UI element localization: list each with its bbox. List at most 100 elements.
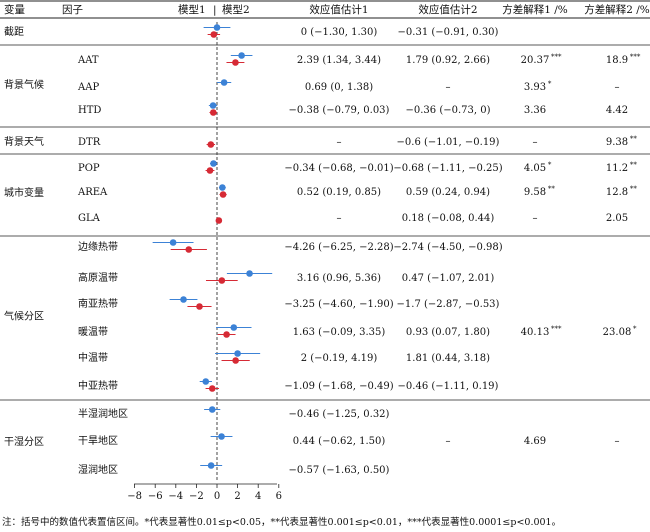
group-label: 背景天气	[4, 135, 44, 148]
model2-point	[218, 433, 225, 440]
header-variable: 变量	[4, 3, 25, 16]
model1-point	[232, 357, 239, 364]
table-row: HTD −0.38 (−0.79, 0.03) −0.36 (−0.73, 0) 3.…	[78, 105, 628, 116]
table-row: 暖温带 1.63 (−0.09, 3.35) 0.93 (0.07, 1.80) 40…	[78, 325, 637, 338]
model1-point	[223, 331, 230, 338]
model2-point	[213, 24, 221, 31]
model1-point	[208, 385, 216, 392]
table-row: 半湿润地区 −0.46 (−1.25, 0.32)	[78, 407, 390, 420]
estimate-2-cell: –	[446, 436, 451, 447]
variance-1-cell: 9.58	[524, 187, 546, 198]
model2-point	[219, 184, 226, 191]
significance-marker: **	[548, 185, 556, 193]
model1-point	[196, 303, 203, 310]
variance-1-cell: 20.37	[521, 55, 550, 66]
table-row: 中温带 2 (−0.19, 4.19) 1.81 (0.44, 3.18)	[78, 351, 490, 364]
estimate-1-cell: 0.44 (−0.62, 1.50)	[293, 436, 386, 447]
model2-point	[208, 406, 216, 413]
variance-2-cell: 9.38	[606, 137, 628, 148]
estimate-1-cell: 2 (−0.19, 4.19)	[301, 353, 378, 364]
significance-marker: **	[630, 161, 638, 169]
table-row: POP −0.34 (−0.68, −0.01) −0.68 (−1.11, −0.…	[78, 161, 637, 174]
variance-1-cell: 40.13	[521, 327, 550, 338]
x-tick-label: 2	[234, 491, 240, 502]
model1-point	[232, 59, 239, 66]
factor-label: 高原温带	[78, 271, 118, 284]
variance-2-cell: 23.08	[603, 327, 632, 338]
estimate-1-cell: −0.38 (−0.79, 0.03)	[289, 105, 390, 116]
group-label: 背景气候	[4, 78, 44, 91]
variance-2-cell: –	[615, 82, 620, 93]
header-factor: 因子	[62, 4, 83, 16]
x-tick-label: −6	[148, 491, 163, 502]
group-label: 城市变量	[4, 186, 44, 199]
variance-2-cell: 12.8	[606, 187, 628, 198]
variance-1-cell: –	[533, 213, 538, 224]
footnote: 注：括号中的数值代表置信区间。*代表显著性0.01≤p<0.05，**代表显著性…	[2, 517, 562, 528]
variance-2-cell: 2.05	[606, 213, 628, 224]
estimate-2-cell: 0.47 (−1.07, 2.01)	[402, 273, 495, 284]
factor-label: 干旱地区	[78, 434, 118, 447]
model2-point	[238, 52, 245, 59]
header-est1: 效应值估计1	[309, 3, 368, 16]
estimate-1-cell: 0.69 (0, 1.38)	[305, 82, 373, 93]
estimate-2-cell: 0.18 (−0.08, 0.44)	[402, 213, 495, 224]
estimate-1-cell: −0.34 (−0.68, −0.01)	[284, 163, 393, 174]
estimate-1-cell: −3.25 (−4.60, −1.90)	[284, 299, 393, 310]
significance-marker: ***	[551, 325, 562, 333]
model2-point	[234, 350, 241, 357]
estimate-1-cell: 3.16 (0.96, 5.36)	[297, 273, 381, 284]
estimate-2-cell: 0.59 (0.24, 0.94)	[406, 187, 490, 198]
estimate-2-cell: −0.46 (−1.11, 0.19)	[398, 381, 499, 392]
header-var2: 方差解释2 /%	[584, 3, 650, 16]
estimate-1-cell: −0.57 (−1.63, 0.50)	[289, 465, 390, 476]
estimate-2-cell: −1.7 (−2.87, −0.53)	[397, 299, 500, 310]
factor-label: AAT	[77, 55, 99, 66]
x-tick-label: −2	[189, 491, 204, 502]
x-axis: −8 −6 −4 −2 0 2 4 6	[127, 484, 282, 502]
variance-2-cell: 18.9	[606, 55, 628, 66]
estimate-1-cell: 1.63 (−0.09, 3.35)	[293, 327, 386, 338]
estimate-2-cell: 1.81 (0.44, 3.18)	[406, 353, 490, 364]
variance-1-cell: 3.36	[524, 105, 546, 116]
estimate-2-cell: −0.31 (−0.91, 0.30)	[398, 27, 499, 38]
estimate-2-cell: −0.68 (−1.11, −0.25)	[393, 163, 502, 174]
table-row: 南亚热带 −3.25 (−4.60, −1.90) −1.7 (−2.87, −0.…	[78, 297, 500, 310]
model2-point	[230, 324, 238, 331]
factor-label: 半湿润地区	[78, 407, 128, 420]
estimate-1-cell: –	[337, 137, 342, 148]
model1-point	[215, 217, 223, 224]
group-label: 气候分区	[4, 310, 44, 323]
estimate-1-cell: 0 (−1.30, 1.30)	[301, 27, 378, 38]
factor-label: 中温带	[78, 351, 108, 364]
variance-1-cell: 3.93	[524, 82, 546, 93]
model1-point	[219, 191, 227, 198]
legend-separator: |	[213, 4, 217, 17]
factor-label: 南亚热带	[78, 297, 118, 310]
estimate-2-cell: 1.79 (0.92, 2.66)	[406, 55, 490, 66]
model2-point	[202, 378, 210, 385]
factor-label: 中亚热带	[78, 379, 118, 392]
factor-label: HTD	[78, 105, 101, 116]
header-est2: 效应值估计2	[418, 3, 477, 16]
estimate-1-cell: −0.46 (−1.25, 0.32)	[289, 409, 390, 420]
table-row: 高原温带 3.16 (0.96, 5.36) 0.47 (−1.07, 2.01)	[78, 271, 494, 284]
table-row: AREA 0.52 (0.19, 0.85) 0.59 (0.24, 0.94) 9.…	[77, 185, 637, 198]
significance-marker: ***	[551, 53, 562, 61]
model2-point	[169, 239, 177, 246]
estimate-1-cell: 0.52 (0.19, 0.85)	[297, 187, 381, 198]
variance-2-cell: –	[615, 436, 620, 447]
significance-marker: **	[630, 185, 638, 193]
model1-point	[209, 109, 217, 116]
significance-marker: **	[630, 135, 638, 143]
table-row: 0 (−1.30, 1.30) −0.31 (−0.91, 0.30)	[301, 27, 499, 38]
variance-1-cell: 4.69	[524, 436, 546, 447]
model1-point	[218, 277, 226, 284]
estimate-2-cell: −2.74 (−4.50, −0.98)	[393, 242, 502, 253]
factor-label: 暖温带	[78, 325, 108, 338]
table-row: GLA – 0.18 (−0.08, 0.44) – 2.05	[78, 213, 628, 224]
estimate-2-cell: –	[446, 82, 451, 93]
factor-label: DTR	[78, 137, 101, 148]
